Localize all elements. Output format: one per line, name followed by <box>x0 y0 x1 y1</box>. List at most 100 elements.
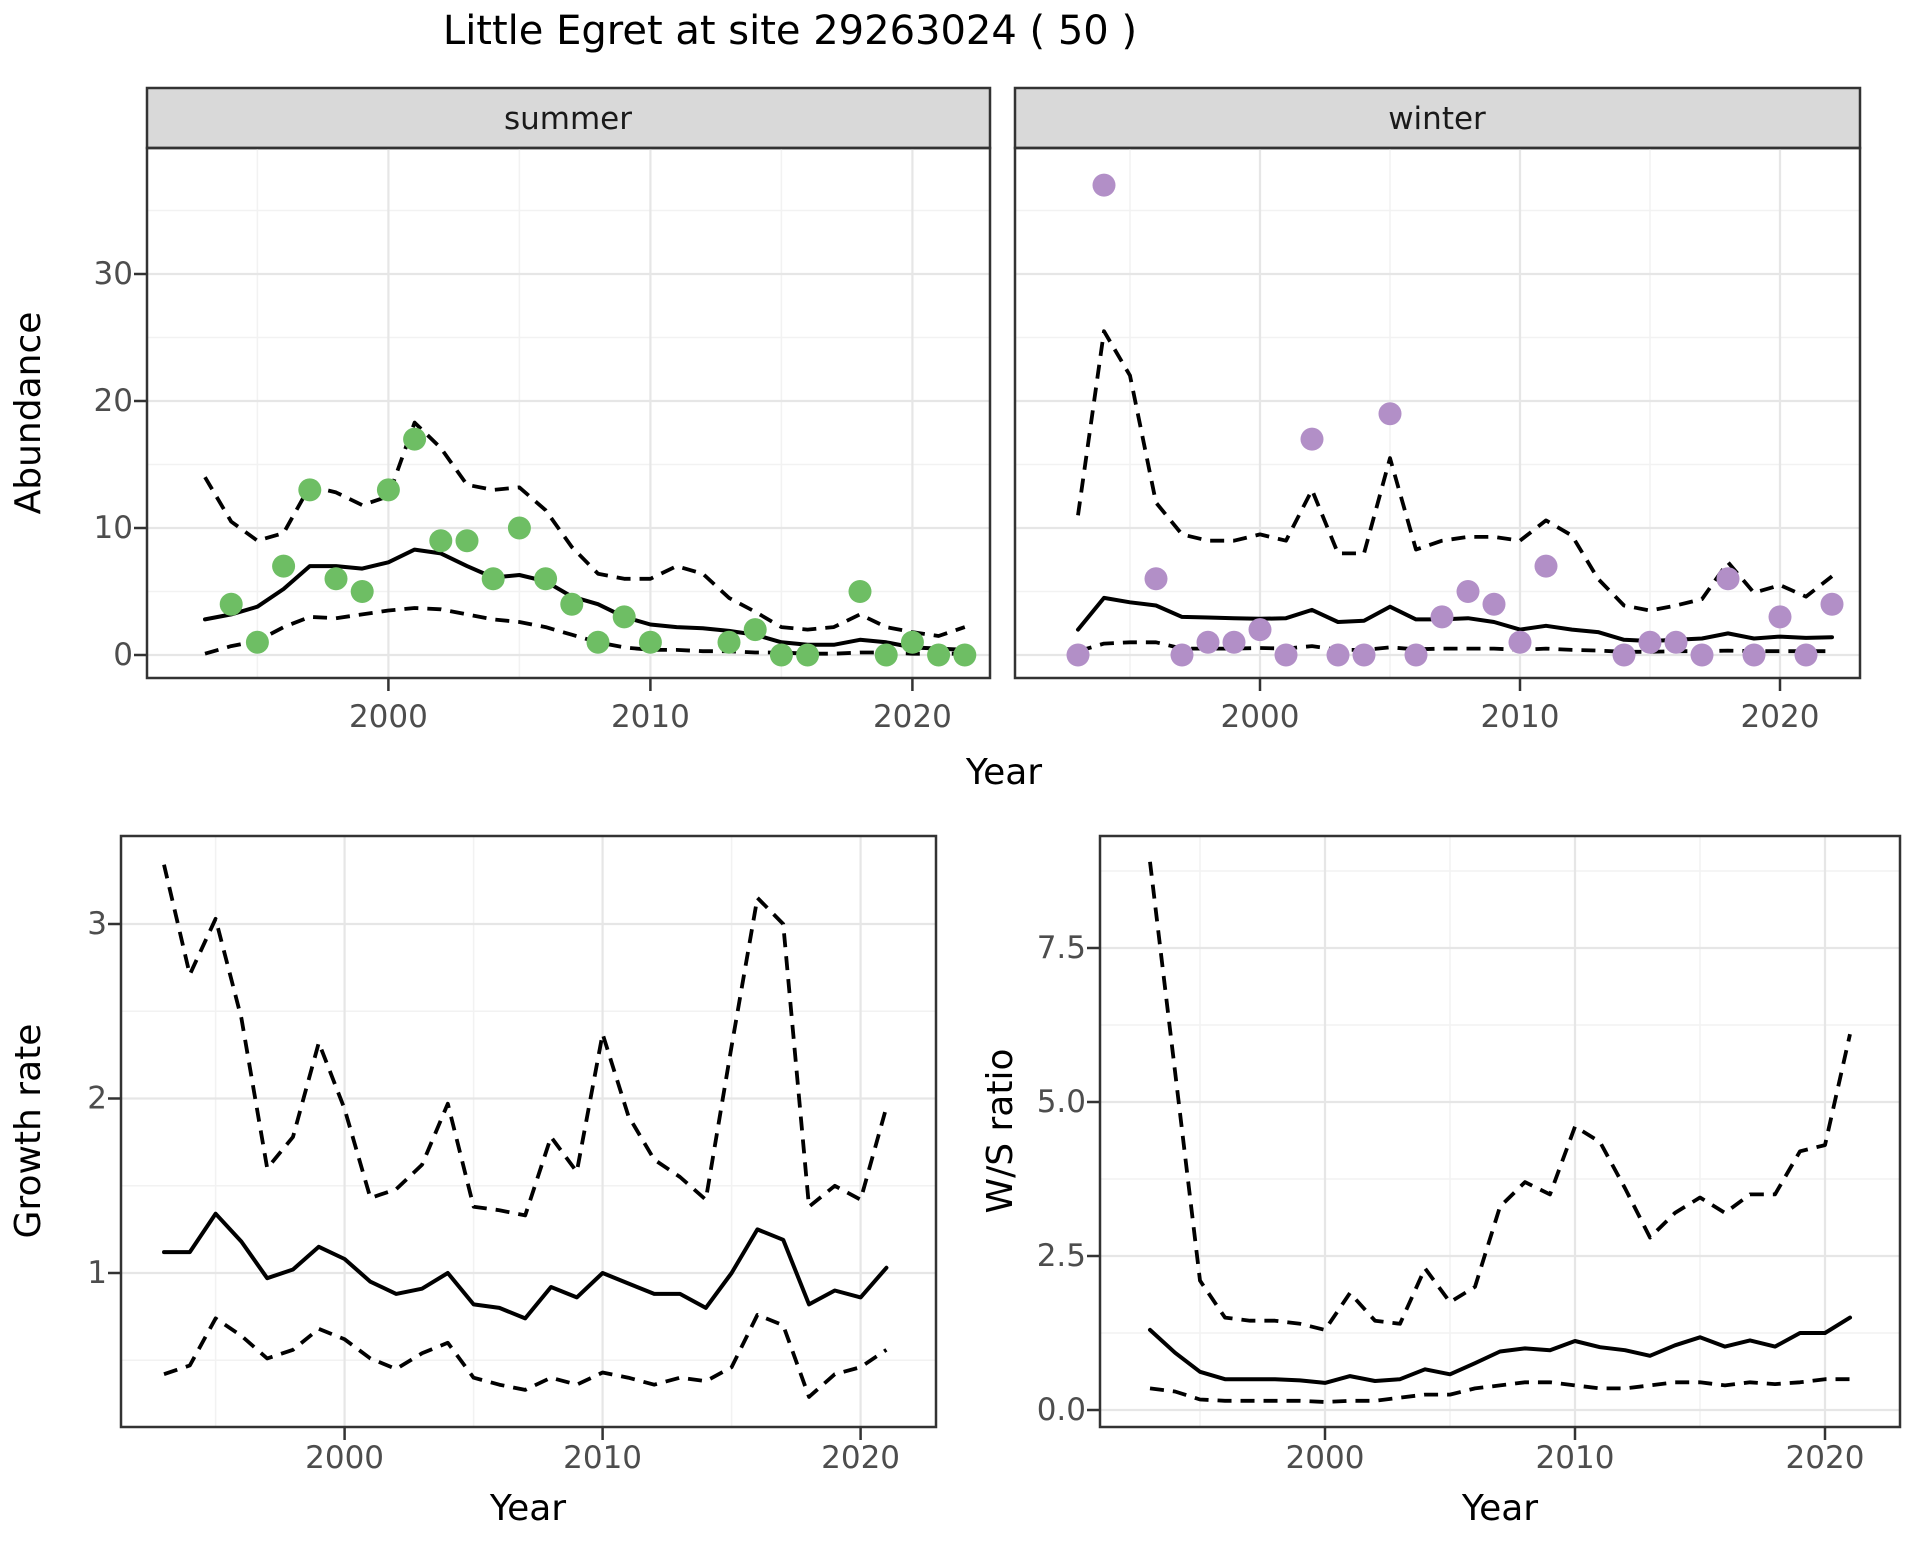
fit-line <box>1148 1315 1852 1385</box>
summer-data-point <box>403 427 427 451</box>
x-axis-title-year-bottom-right: Year <box>1461 1488 1538 1529</box>
y-tick-label: 1 <box>87 1255 107 1291</box>
winter-data-point <box>1326 643 1350 667</box>
x-tick-label: 2000 <box>349 699 428 735</box>
summer-data-point <box>376 478 400 502</box>
summer-data-point <box>586 630 610 654</box>
upper-ci-line <box>203 420 966 638</box>
y-tick-label: 0.0 <box>1037 1392 1086 1428</box>
x-axis-title-year-bottom-left: Year <box>489 1488 566 1529</box>
summer-data-point <box>717 630 741 654</box>
panel-abundance-winter: 2000 2010 2020 <box>1013 146 1862 735</box>
facet-strip-winter <box>1013 86 1862 150</box>
y-axis-title-abundance: Abundance <box>8 312 49 515</box>
fit-line <box>162 1211 889 1321</box>
lower-ci-line <box>204 606 965 656</box>
summer-data-point <box>350 580 374 603</box>
panel-border <box>1013 146 1862 680</box>
y-tick-label: 2 <box>87 1081 107 1117</box>
fit-line <box>1076 595 1834 643</box>
panel-ws-ratio: 2000 2010 2020 0.0 2.5 5.0 7.5 <box>1037 834 1902 1476</box>
upper-ci-line <box>1076 329 1834 613</box>
x-tick-label: 2000 <box>305 1440 384 1476</box>
winter-data-point <box>1404 643 1428 667</box>
lower-ci-line <box>163 1313 888 1399</box>
winter-data-point <box>1248 618 1272 642</box>
summer-data-point <box>429 529 453 553</box>
summer-data-point <box>324 567 348 591</box>
winter-data-point <box>1482 592 1506 616</box>
summer-data-point <box>507 516 531 540</box>
summer-data-point <box>796 643 820 667</box>
summer-data-point <box>769 643 793 667</box>
y-tick-label: 10 <box>94 510 133 546</box>
x-tick-label: 2010 <box>563 1440 642 1476</box>
y-tick-label: 20 <box>94 383 133 419</box>
panel-border <box>145 146 992 680</box>
x-tick-label: 2020 <box>1741 699 1820 735</box>
summer-data-point <box>560 592 584 616</box>
panel-border <box>119 834 938 1429</box>
winter-data-point <box>1300 427 1324 451</box>
x-tick-label: 2010 <box>1481 699 1560 735</box>
y-tick-label: 7.5 <box>1037 930 1086 966</box>
summer-data-point <box>534 567 558 591</box>
x-tick-label: 2010 <box>611 699 690 735</box>
x-axis-title-year-top: Year <box>965 752 1042 793</box>
summer-data-point <box>298 478 322 502</box>
summer-data-point <box>612 605 636 629</box>
summer-data-point <box>481 567 505 591</box>
panel-abundance-summer: 2000 2010 2020 0 10 20 30 <box>94 146 992 735</box>
winter-data-point <box>1196 630 1220 654</box>
facet-strips: summer winter <box>145 86 1862 150</box>
summer-data-point <box>927 643 951 667</box>
summer-data-point <box>272 554 296 578</box>
summer-data-point <box>900 630 924 654</box>
lower-ci-line <box>1149 1377 1850 1404</box>
summer-data-point <box>245 630 269 654</box>
winter-data-point <box>1170 643 1194 667</box>
winter-data-point <box>1716 567 1740 591</box>
winter-data-point <box>1612 643 1636 667</box>
x-tick-label: 2020 <box>1786 1440 1865 1476</box>
winter-data-point <box>1508 630 1532 654</box>
x-tick-label: 2020 <box>821 1440 900 1476</box>
winter-data-point <box>1638 630 1662 654</box>
winter-data-point <box>1690 643 1714 667</box>
summer-data-point <box>743 618 767 642</box>
winter-data-point <box>1274 643 1298 667</box>
plot-title: Little Egret at site 29263024 ( 50 ) <box>443 8 1137 54</box>
winter-data-point <box>1352 643 1376 667</box>
facet-strip-summer <box>145 86 992 150</box>
winter-data-point <box>1066 643 1090 667</box>
y-tick-label: 3 <box>87 906 107 942</box>
fit-line <box>203 547 967 652</box>
x-tick-label: 2020 <box>873 699 952 735</box>
y-axis-title-ws-ratio: W/S ratio <box>980 1048 1021 1213</box>
winter-data-point <box>1794 643 1818 667</box>
winter-data-point <box>1222 630 1246 654</box>
x-tick-label: 2000 <box>1286 1440 1365 1476</box>
summer-data-point <box>848 580 872 603</box>
winter-data-point <box>1742 643 1766 667</box>
winter-data-point <box>1092 173 1116 197</box>
facet-strip-summer-label: summer <box>504 101 632 137</box>
y-tick-label: 0 <box>113 637 133 673</box>
panel-growth-rate: 2000 2010 2020 1 2 3 <box>87 834 938 1476</box>
x-tick-label: 2000 <box>1221 699 1300 735</box>
winter-data-point <box>1664 630 1688 654</box>
winter-data-point <box>1768 605 1792 629</box>
y-tick-label: 30 <box>94 256 133 292</box>
panel-border <box>1098 834 1902 1429</box>
upper-ci-line <box>1148 861 1852 1332</box>
winter-data-point <box>1534 554 1558 578</box>
summer-data-point <box>219 592 243 616</box>
winter-data-point <box>1144 567 1168 591</box>
facet-strip-winter-label: winter <box>1388 101 1486 137</box>
summer-data-point <box>638 630 662 654</box>
y-tick-label: 5.0 <box>1037 1084 1086 1120</box>
y-tick-label: 2.5 <box>1037 1238 1086 1274</box>
summer-data-point <box>874 643 898 667</box>
